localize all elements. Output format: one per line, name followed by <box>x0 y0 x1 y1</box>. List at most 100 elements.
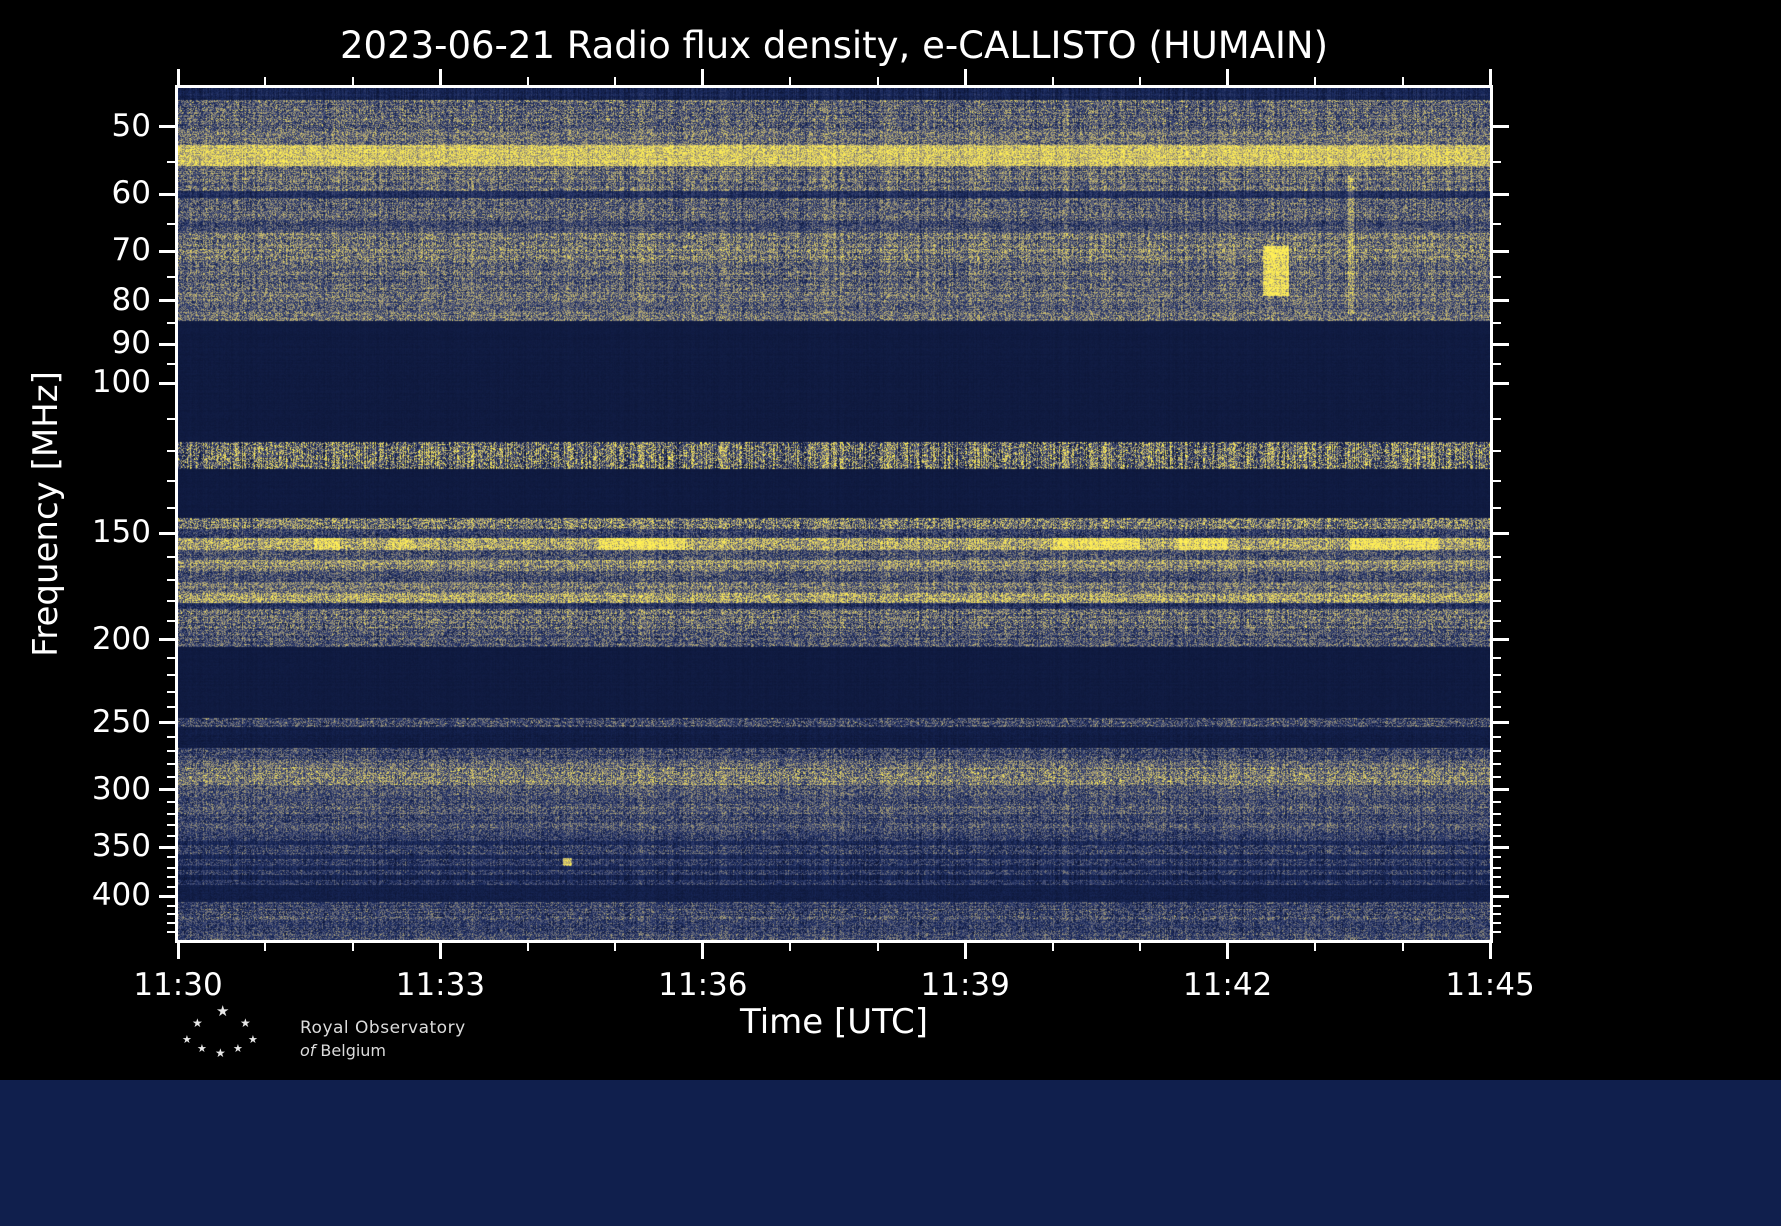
y-major-tick <box>1493 894 1509 898</box>
y-minor-tick <box>1493 876 1501 879</box>
rob-logo: ★ ★ ★ ★ ★ ★ ★ ★ <box>182 1004 292 1074</box>
y-major-tick <box>159 342 175 346</box>
x-major-tick <box>963 69 967 85</box>
y-minor-tick <box>167 835 175 838</box>
y-minor-tick <box>167 449 175 452</box>
x-minor-tick <box>351 943 354 951</box>
y-minor-tick <box>1493 506 1501 509</box>
y-minor-tick <box>167 674 175 677</box>
x-major-tick <box>963 943 967 959</box>
y-minor-tick <box>1493 706 1501 709</box>
y-tick-label: 90 <box>111 325 151 362</box>
x-major-tick <box>701 69 705 85</box>
rob-credit: Royal Observatory of Belgium <box>300 1018 466 1060</box>
x-minor-tick <box>264 943 267 951</box>
y-tick-label: 70 <box>111 232 151 269</box>
y-minor-tick <box>167 913 175 916</box>
x-tick-label: 11:45 <box>1445 967 1535 1003</box>
y-major-tick <box>159 192 175 196</box>
y-minor-tick <box>167 223 175 226</box>
y-major-tick <box>159 638 175 642</box>
y-major-tick <box>1493 342 1509 346</box>
y-minor-tick <box>167 161 175 164</box>
y-minor-tick <box>167 578 175 581</box>
y-major-tick <box>159 381 175 385</box>
y-minor-tick <box>167 776 175 779</box>
y-minor-tick <box>1493 856 1501 859</box>
y-minor-tick <box>167 886 175 889</box>
y-minor-tick <box>167 656 175 659</box>
x-minor-tick <box>1051 943 1054 951</box>
y-major-tick <box>1493 125 1509 129</box>
x-tick-label: 11:30 <box>133 967 223 1003</box>
y-minor-tick <box>1493 479 1501 482</box>
y-minor-tick <box>1493 776 1501 779</box>
y-major-tick <box>159 249 175 253</box>
y-minor-tick <box>167 866 175 869</box>
y-minor-tick <box>1493 824 1501 827</box>
x-tick-label: 11:33 <box>395 967 486 1003</box>
y-tick-label: 350 <box>91 828 151 864</box>
y-major-tick <box>1493 381 1509 385</box>
y-minor-tick <box>1493 904 1501 907</box>
y-major-tick <box>1493 531 1509 535</box>
y-minor-tick <box>167 506 175 509</box>
y-minor-tick <box>1493 866 1501 869</box>
x-tick-label: 11:36 <box>658 967 748 1003</box>
y-tick-label: 50 <box>111 107 151 144</box>
y-minor-tick <box>1493 801 1501 804</box>
y-minor-tick <box>1493 161 1501 164</box>
y-minor-tick <box>1493 690 1501 693</box>
y-minor-tick <box>167 363 175 366</box>
y-tick-label: 150 <box>91 514 151 551</box>
x-major-tick <box>176 943 180 959</box>
x-minor-tick <box>351 77 354 85</box>
y-minor-tick <box>167 876 175 879</box>
x-minor-tick <box>876 943 879 951</box>
plot-frame <box>175 85 1493 943</box>
y-minor-tick <box>167 479 175 482</box>
y-minor-tick <box>167 276 175 278</box>
y-minor-tick <box>1493 556 1501 559</box>
y-major-tick <box>1493 192 1509 196</box>
y-major-tick <box>1493 638 1509 642</box>
y-major-tick <box>159 299 175 303</box>
y-minor-tick <box>167 801 175 804</box>
y-minor-tick <box>167 856 175 859</box>
y-minor-tick <box>1493 599 1501 602</box>
y-minor-tick <box>167 930 175 933</box>
y-minor-tick <box>1493 913 1501 916</box>
x-minor-tick <box>614 943 617 951</box>
y-minor-tick <box>167 763 175 766</box>
x-tick-label: 11:42 <box>1182 967 1273 1003</box>
rob-star-icon: ★ <box>182 1033 192 1046</box>
x-major-tick <box>1226 943 1230 959</box>
rob-star-icon: ★ <box>216 1002 230 1020</box>
credit-belgium: Belgium <box>320 1041 387 1060</box>
x-major-tick <box>176 69 180 85</box>
y-minor-tick <box>1493 763 1501 766</box>
y-minor-tick <box>167 824 175 827</box>
y-minor-tick <box>1493 922 1501 925</box>
y-minor-tick <box>1493 736 1501 739</box>
x-minor-tick <box>1314 77 1317 85</box>
y-major-tick <box>1493 721 1509 724</box>
y-tick-label: 400 <box>91 877 151 914</box>
y-tick-label: 250 <box>91 703 151 740</box>
y-minor-tick <box>1493 656 1501 659</box>
credit-line1: Royal Observatory <box>300 1018 466 1038</box>
rob-star-icon: ★ <box>197 1042 207 1055</box>
y-minor-tick <box>167 922 175 925</box>
x-minor-tick <box>1051 77 1054 85</box>
y-major-tick <box>159 845 175 849</box>
x-major-tick <box>438 69 442 85</box>
y-major-tick <box>159 788 175 792</box>
x-tick-label: 11:39 <box>920 967 1010 1003</box>
bottom-blue-bar <box>0 1080 1781 1226</box>
x-minor-tick <box>789 77 792 85</box>
y-minor-tick <box>1493 930 1501 933</box>
y-major-tick <box>159 125 175 129</box>
y-major-tick <box>1493 299 1509 303</box>
y-minor-tick <box>167 749 175 752</box>
